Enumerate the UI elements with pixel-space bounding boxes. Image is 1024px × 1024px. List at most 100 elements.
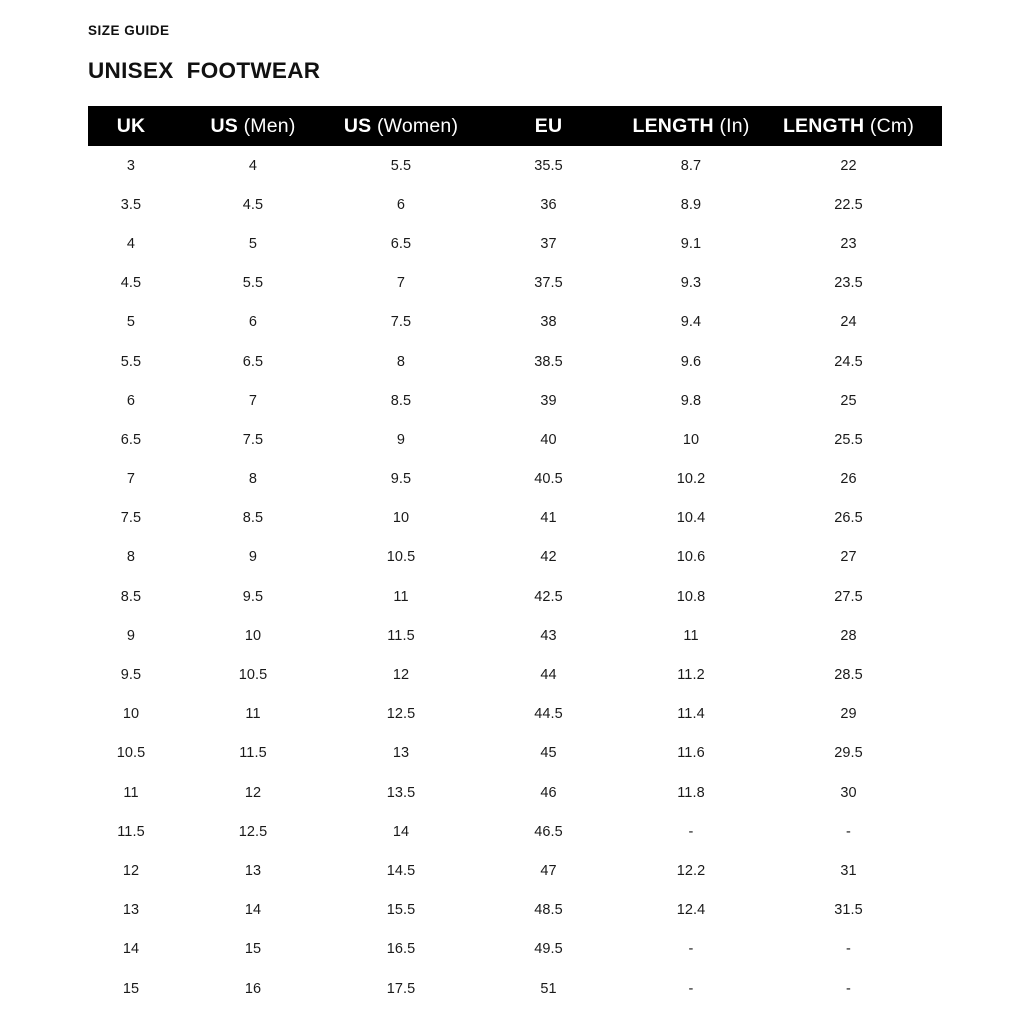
table-cell: 9.4 <box>680 314 702 331</box>
table-cell: 4.5 <box>120 275 142 292</box>
table-cell: 3.5 <box>120 196 142 213</box>
table-cell: 10 <box>682 431 700 448</box>
table-cell: 8 <box>396 353 406 370</box>
table-cell: 36 <box>540 196 557 213</box>
column-header-unit: LENGTH <box>782 114 865 137</box>
table-cell: 11.5 <box>239 745 267 762</box>
table-cell: 29 <box>840 706 857 723</box>
table-cell: 28 <box>840 627 857 644</box>
table-cell: 4 <box>248 157 258 174</box>
table-cell: 11.5 <box>387 627 415 644</box>
table-cell: 9 <box>396 431 406 448</box>
table-cell: 7.5 <box>120 510 142 527</box>
table-cell: 42 <box>540 549 557 566</box>
table-cell: 40.5 <box>534 471 563 488</box>
table-cell: 10.5 <box>386 549 416 566</box>
table-row: 7.5 8.5 10 41 10.4 26.5 <box>88 499 942 538</box>
table-row: 12 13 14.5 47 12.2 31 <box>88 851 942 890</box>
table-cell: 7 <box>248 392 258 409</box>
column-header-length-in: LENGTH (In) <box>627 106 755 146</box>
table-header-row: UK US (Men) US (Women) EU LENGTH (In) LENGTH … <box>88 106 942 146</box>
table-cell: 4 <box>126 235 136 252</box>
table-cell: 8.9 <box>680 196 702 213</box>
column-header-qualifier: (Cm) <box>864 114 915 137</box>
table-cell: 38 <box>540 314 557 331</box>
table-cell: 8.5 <box>390 392 412 409</box>
column-header-eu: EU <box>470 106 627 146</box>
table-cell: 10 <box>244 627 262 644</box>
table-cell: 9 <box>248 549 258 566</box>
table-cell: 9.5 <box>242 588 264 605</box>
table-cell: 9.5 <box>390 471 412 488</box>
table-cell: 11 <box>123 784 139 801</box>
table-row: 4 5 6.5 37 9.1 23 <box>88 224 942 263</box>
size-chart-table: UK US (Men) US (Women) EU LENGTH (In) LENGTH … <box>88 106 942 1008</box>
table-cell: - <box>688 980 694 997</box>
table-cell: 28.5 <box>834 667 863 684</box>
table-cell: 11.4 <box>677 706 705 723</box>
table-cell: 37.5 <box>534 275 563 292</box>
table-cell: - <box>688 941 694 958</box>
table-cell: 10.5 <box>238 667 268 684</box>
table-cell: - <box>846 823 851 840</box>
table-cell: 31.5 <box>834 902 863 919</box>
table-cell: 40 <box>540 431 557 448</box>
table-cell: 11.5 <box>117 823 145 840</box>
column-header-qualifier: (Men) <box>237 114 296 137</box>
table-cell: - <box>688 823 694 840</box>
table-cell: 7.5 <box>390 314 412 331</box>
table-cell: 10.8 <box>676 588 706 605</box>
table-cell: 6.5 <box>242 353 264 370</box>
table-cell: 15 <box>122 980 140 997</box>
table-cell: 17.5 <box>386 980 416 997</box>
table-cell: 13 <box>392 745 410 762</box>
table-cell: 27 <box>840 549 857 566</box>
table-cell: 3 <box>126 157 136 174</box>
table-cell: 23 <box>840 235 857 252</box>
table-cell: 12.4 <box>676 902 706 919</box>
table-cell: 7.5 <box>242 431 264 448</box>
table-cell: 6 <box>248 314 258 331</box>
table-cell: 11.6 <box>677 745 705 762</box>
table-cell: 14.5 <box>386 862 416 879</box>
table-row: 6.5 7.5 9 40 10 25.5 <box>88 420 942 459</box>
table-cell: 46 <box>540 784 557 801</box>
table-cell: 15.5 <box>386 902 416 919</box>
table-row: 13 14 15.5 48.5 12.4 31.5 <box>88 891 942 930</box>
table-cell: 10 <box>122 706 140 723</box>
table-cell: 12 <box>122 862 140 879</box>
column-header-qualifier: (In) <box>713 114 750 137</box>
table-header: UK US (Men) US (Women) EU LENGTH (In) LENGTH … <box>88 106 942 146</box>
table-cell: 13 <box>244 862 262 879</box>
table-cell: 11.8 <box>677 784 705 801</box>
column-header-unit: EU <box>534 114 563 137</box>
column-header-length-cm: LENGTH (Cm) <box>755 106 942 146</box>
table-cell: 25.5 <box>834 431 863 448</box>
table-cell: 13 <box>122 902 140 919</box>
table-cell: 29.5 <box>834 745 863 762</box>
table-cell: - <box>846 941 851 958</box>
page-title: UNISEX FOOTWEAR <box>88 58 321 83</box>
table-body: 3 4 5.5 35.5 8.7 22 3.5 4.5 6 36 8.9 22.5 4 5 6.5 37 9.1… <box>88 146 942 1008</box>
table-cell: 6 <box>396 196 406 213</box>
table-cell: 49.5 <box>534 941 563 958</box>
column-header-unit: UK <box>116 114 146 137</box>
table-cell: 23.5 <box>834 275 863 292</box>
table-cell: 26 <box>840 471 857 488</box>
table-row: 3 4 5.5 35.5 8.7 22 <box>88 146 942 185</box>
table-cell: 45 <box>540 745 557 762</box>
table-cell: 10.4 <box>676 510 706 527</box>
table-cell: 7 <box>396 275 406 292</box>
table-row: 5 6 7.5 38 9.4 24 <box>88 303 942 342</box>
table-row: 3.5 4.5 6 36 8.9 22.5 <box>88 185 942 224</box>
table-row: 9 10 11.5 43 11 28 <box>88 616 942 655</box>
table-cell: 39 <box>540 392 557 409</box>
table-cell: 51 <box>540 980 557 997</box>
table-cell: 12 <box>392 667 410 684</box>
table-cell: 12.5 <box>238 823 268 840</box>
table-cell: - <box>846 980 851 997</box>
table-row: 8.5 9.5 11 42.5 10.8 27.5 <box>88 577 942 616</box>
table-cell: 10.6 <box>676 549 706 566</box>
table-cell: 8.7 <box>680 157 702 174</box>
column-header-uk: UK <box>88 106 174 146</box>
